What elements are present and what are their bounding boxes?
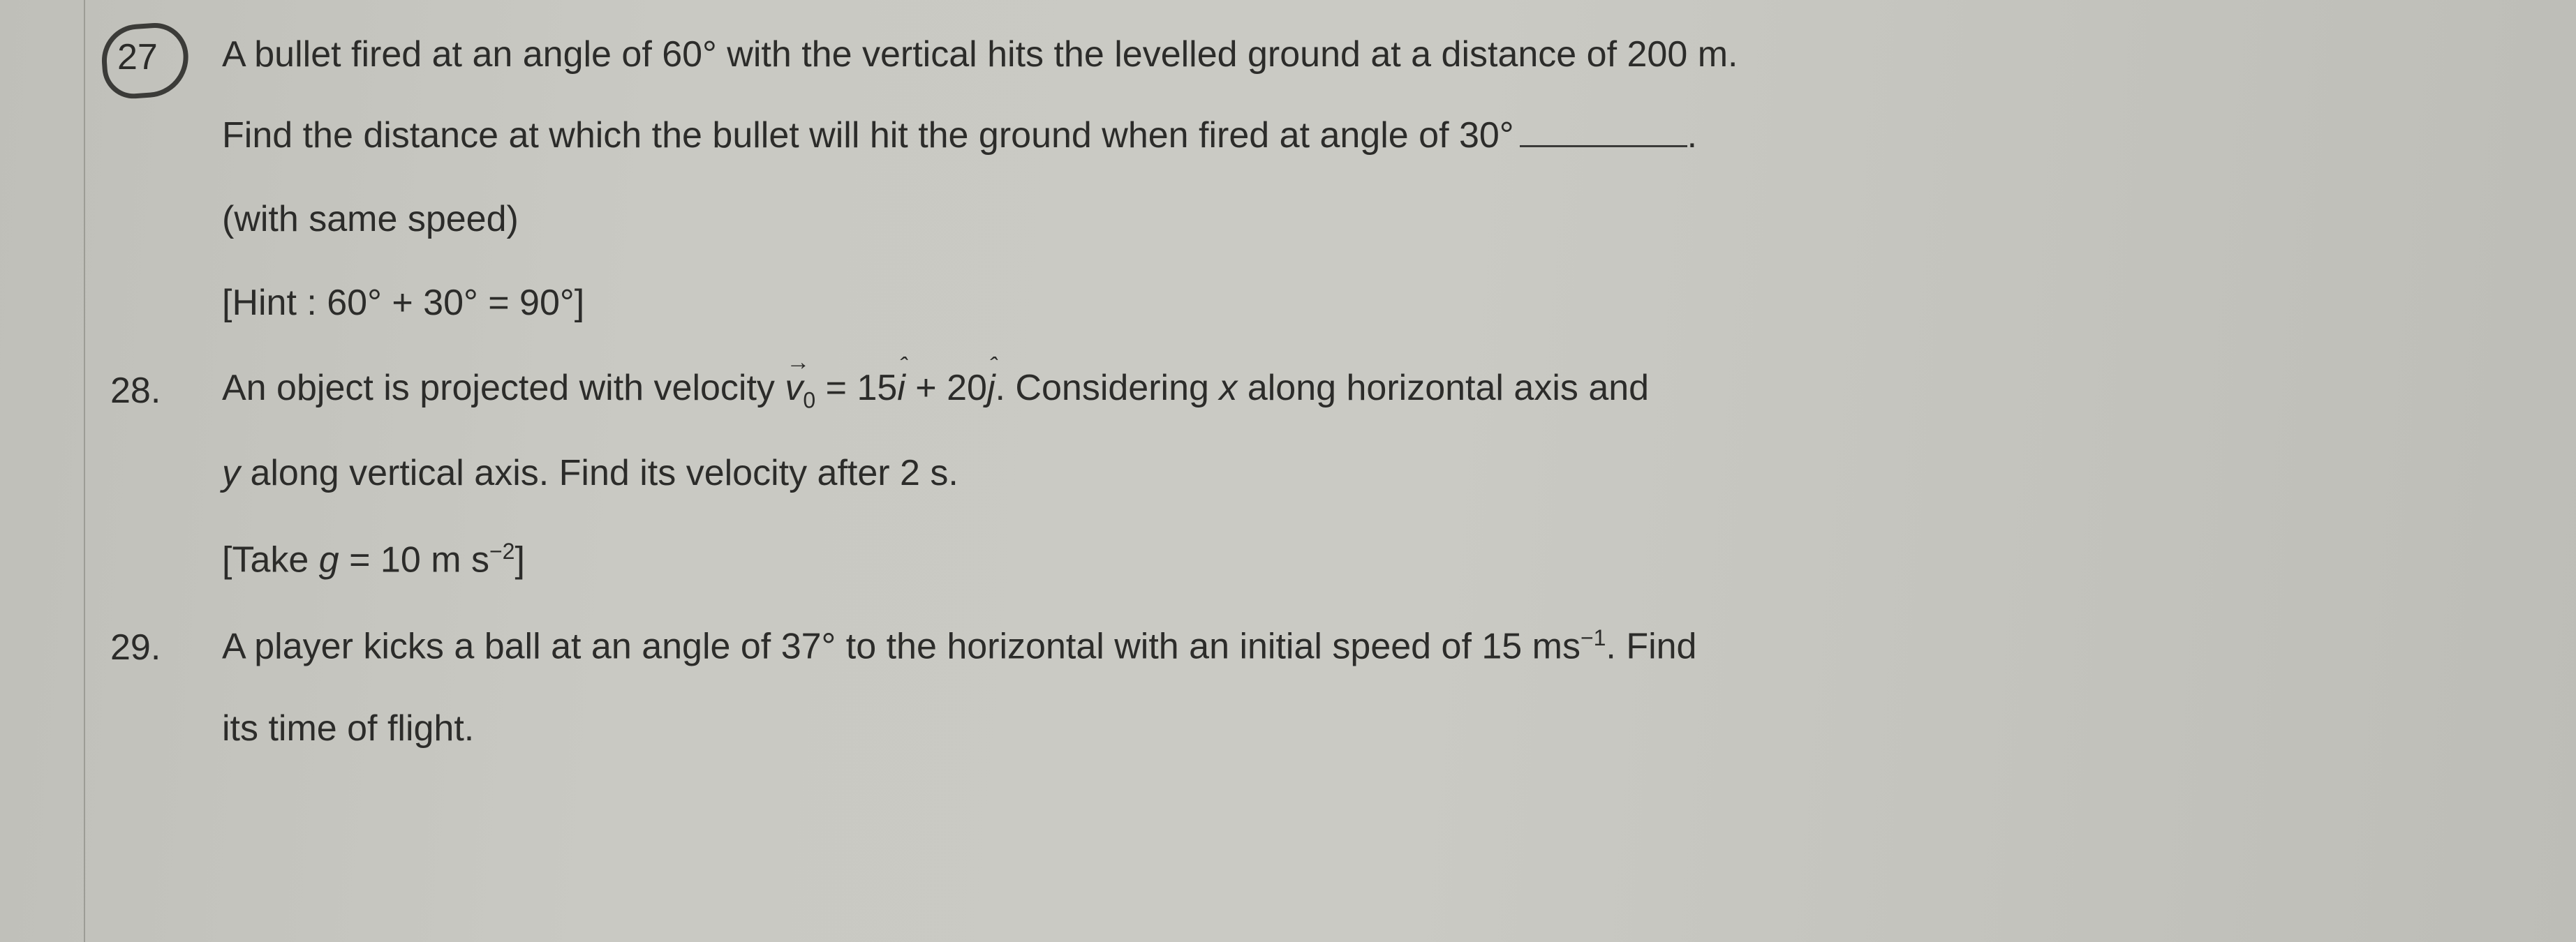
vector-v0: v	[785, 370, 803, 406]
q28-line1-a: An object is projected with velocity	[222, 368, 785, 408]
qnum-28: 28.	[110, 370, 161, 412]
q28-y: y	[222, 453, 240, 493]
q28-line2: y along vertical axis. Find its velocity…	[222, 455, 2534, 491]
q29-line1: A player kicks a ball at an angle of 37°…	[222, 627, 2534, 664]
unit-i: i	[897, 370, 905, 406]
q27-line2-text: Find the distance at which the bullet wi…	[222, 115, 1514, 156]
g-sym: g	[319, 539, 339, 580]
q28-take-g: [Take g = 10 m s−2]	[222, 540, 2534, 578]
qnum-27: 27	[117, 36, 158, 78]
q27-line3: (with same speed)	[222, 201, 2534, 237]
q29-line1-b: . Find	[1606, 626, 1696, 666]
sup-neg2: −2	[489, 539, 515, 564]
q28-line2-rest: along vertical axis. Find its velocity a…	[240, 453, 958, 493]
q27-hint: [Hint : 60° + 30° = 90°]	[222, 285, 2534, 321]
q29-line1-a: A player kicks a ball at an angle of 37°…	[222, 626, 1581, 666]
unit-j: j	[987, 370, 995, 406]
q28-take-g-open: [Take	[222, 539, 319, 580]
q27-line2: Find the distance at which the bullet wi…	[222, 117, 2534, 154]
q27-line1: A bullet fired at an angle of 60° with t…	[222, 36, 2534, 73]
sub-0: 0	[803, 387, 815, 412]
q28-line1-b: . Considering x along horizontal axis an…	[995, 368, 1650, 408]
q28-line1: An object is projected with velocity v0 …	[222, 370, 2534, 411]
sup-neg1: −1	[1581, 625, 1606, 650]
q27-line2-period: .	[1687, 115, 1697, 156]
fill-in-blank	[1520, 124, 1687, 147]
q28-take-g-val: = 10 m s	[339, 539, 489, 580]
qnum-29: 29.	[110, 627, 161, 668]
q28-eq: = 15	[815, 368, 897, 408]
q29-line2: its time of flight.	[222, 710, 2534, 747]
left-margin-rule	[84, 0, 85, 942]
page-scan: 27 A bullet fired at an angle of 60° wit…	[0, 0, 2576, 942]
q28-take-g-close: ]	[515, 539, 524, 580]
q28-plus: + 20	[905, 368, 987, 408]
